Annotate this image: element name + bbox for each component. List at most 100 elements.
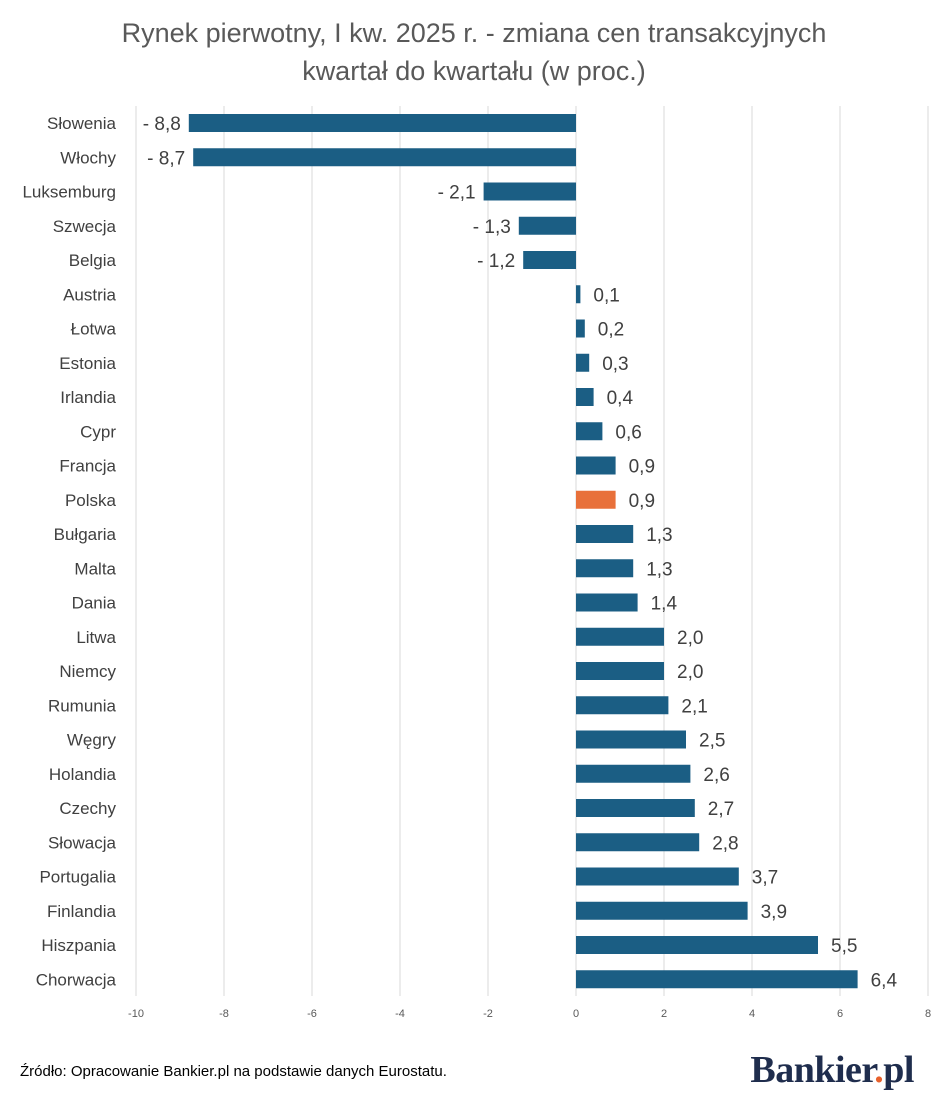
data-label: 0,6 [615,422,641,443]
x-tick-label: -8 [219,1008,229,1020]
data-label: 1,3 [646,559,672,580]
data-label: 2,0 [677,662,703,683]
bar [576,319,585,338]
data-label: - 8,7 [147,148,185,169]
bar [576,936,818,954]
data-label: 0,9 [629,457,655,478]
data-label: 2,0 [677,628,703,649]
data-labels: - 8,8 - 8,7 - 2,1 - 1,3 - 1,2 0,1 0,2 0,3 0,4 0,6… [143,114,898,991]
x-tick-label: -2 [483,1008,493,1020]
category-label: Irlandia [60,388,116,407]
bar [576,627,664,646]
logo-tail: pl [883,1049,914,1091]
x-tick-label: 8 [925,1008,931,1020]
data-label: 5,5 [831,936,857,957]
chart-title: Rynek pierwotny, I kw. 2025 r. - zmiana … [0,14,948,90]
category-label: Litwa [76,628,116,647]
logo-dot: . [874,1049,884,1091]
data-label: 0,2 [598,320,624,341]
data-label: 2,5 [699,731,725,752]
category-label: Bułgaria [54,525,117,544]
bar [576,422,603,441]
data-label: 0,4 [607,388,634,409]
x-tick-label: 4 [749,1008,755,1020]
x-axis-ticks: -10 -8 -6 -4 -2 0 2 4 6 8 [128,1008,931,1020]
x-tick-label: 2 [661,1008,667,1020]
x-tick-label: -10 [128,1008,144,1020]
data-label: 2,6 [703,765,729,786]
category-label: Luksemburg [22,183,116,202]
bar [576,388,594,406]
bar [576,353,590,372]
category-label: Malta [74,559,116,578]
data-label: 0,1 [593,285,619,306]
category-label: Portugalia [39,868,116,887]
bar [576,456,616,475]
category-label: Finlandia [47,902,117,921]
bar [576,662,664,680]
chart-title-line-1: Rynek pierwotny, I kw. 2025 r. - zmiana … [121,18,827,48]
category-label: Polska [65,491,117,510]
x-tick-label: 0 [573,1008,579,1020]
category-labels: Słowenia Włochy Luksemburg Szwecja Belgia Aus… [22,114,116,989]
bars [188,114,858,989]
category-label: Belgia [69,251,117,270]
bar [576,559,634,578]
data-label: 1,3 [646,525,672,546]
category-label: Hiszpania [41,936,116,955]
source-note: Źródło: Opracowanie Bankier.pl na podsta… [20,1063,447,1080]
data-label: 0,9 [629,491,655,512]
category-label: Niemcy [59,662,116,681]
data-label: 0,3 [602,354,628,375]
bar [193,148,576,167]
category-label: Słowenia [47,114,117,133]
category-label: Chorwacja [36,970,117,989]
category-label: Rumunia [48,696,117,715]
bar [576,901,748,920]
bar [483,182,576,201]
category-label: Francja [59,457,116,476]
bar [576,490,616,509]
category-label: Holandia [49,765,117,784]
data-label: 6,4 [871,970,898,991]
data-label: 2,7 [708,799,734,820]
bankier-logo: Bankier.pl [750,1048,914,1092]
bar [576,285,581,304]
logo-main: Bankier [750,1049,875,1091]
data-label: - 1,3 [473,217,511,238]
data-label: 2,8 [712,833,738,854]
data-label: - 8,8 [143,114,181,135]
bar [518,216,576,235]
category-label: Szwecja [53,217,117,236]
category-label: Austria [63,285,116,304]
bar [576,593,638,612]
category-label: Czechy [59,799,116,818]
data-label: 2,1 [681,696,707,717]
category-label: Estonia [59,354,116,373]
x-tick-label: 6 [837,1008,843,1020]
category-label: Cypr [80,422,116,441]
data-label: - 1,2 [477,251,515,272]
bar [576,696,669,715]
bar [188,114,577,132]
grid-lines [135,106,929,996]
category-label: Węgry [67,731,117,750]
x-tick-label: -6 [307,1008,317,1020]
category-label: Dania [72,594,117,613]
category-label: Łotwa [71,320,117,339]
bar [576,764,691,783]
bar [576,525,634,543]
data-label: 3,9 [761,902,787,923]
data-label: 3,7 [752,868,778,889]
bar [576,799,695,817]
bar [576,730,686,749]
bar [576,867,739,886]
bar [523,251,576,269]
category-label: Włochy [60,148,116,167]
x-tick-label: -4 [395,1008,405,1020]
bar [576,970,858,989]
bar-chart: - 8,8 - 8,7 - 2,1 - 1,3 - 1,2 0,1 0,2 0,3 0,4 0,6… [22,106,931,1020]
data-label: - 2,1 [438,183,476,204]
data-label: 1,4 [651,594,678,615]
chart-title-line-2: kwartał do kwartału (w proc.) [302,56,646,86]
